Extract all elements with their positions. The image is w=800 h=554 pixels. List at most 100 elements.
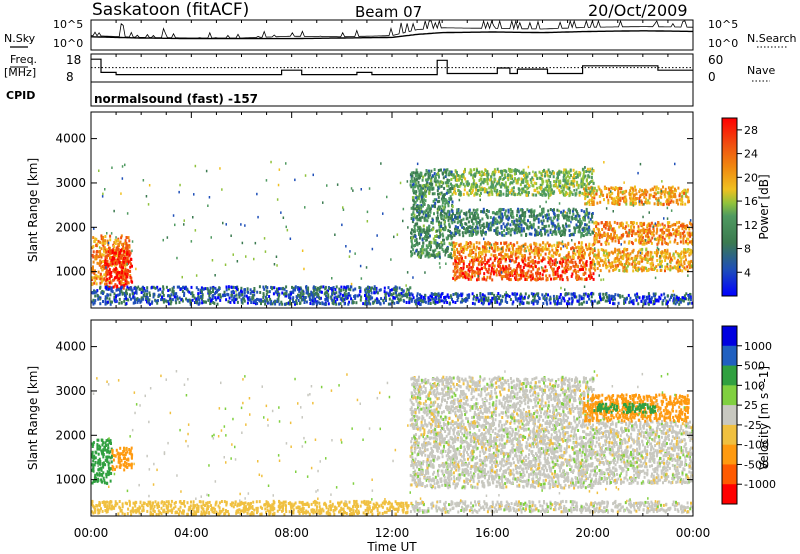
heatmap-cell [217, 293, 220, 297]
heatmap-cell [504, 267, 507, 271]
heatmap-cell [666, 294, 669, 298]
heatmap-cell [666, 252, 669, 256]
heatmap-cell [174, 292, 177, 296]
heatmap-cell [162, 293, 165, 297]
heatmap-cell [639, 248, 642, 252]
heatmap-cell [579, 249, 582, 253]
heatmap-cell [411, 242, 414, 246]
heatmap-cell [114, 238, 117, 242]
heatmap-cell [420, 228, 423, 232]
heatmap-cell [447, 218, 450, 222]
heatmap-cell [434, 241, 437, 245]
heatmap-cell [469, 241, 472, 244]
heatmap-cell [451, 247, 454, 251]
heatmap-cell [670, 233, 672, 236]
heatmap-cell [657, 203, 660, 206]
heatmap-cell [505, 294, 508, 298]
heatmap-cell [409, 173, 412, 177]
heatmap-cell [509, 278, 512, 282]
heatmap-cell [102, 253, 105, 257]
heatmap-cell [451, 235, 454, 239]
heatmap-cell [588, 274, 590, 278]
heatmap-cell [511, 181, 514, 185]
heatmap-cell [120, 282, 123, 286]
heatmap-cell [528, 294, 530, 298]
heatmap-cell [456, 265, 459, 269]
heatmap-cell [581, 191, 584, 195]
heatmap-cell [669, 200, 672, 204]
heatmap-cell [428, 185, 431, 189]
heatmap-cell [569, 189, 572, 193]
heatmap-cell [606, 254, 609, 258]
heatmap-cell [91, 300, 94, 304]
heatmap-cell [520, 276, 523, 280]
heatmap-cell [450, 178, 453, 181]
heatmap-cell [275, 291, 278, 295]
heatmap-cell [630, 300, 633, 304]
heatmap-cell [189, 299, 192, 303]
heatmap-cell [266, 299, 269, 303]
heatmap-cell [597, 252, 600, 256]
heatmap-cell [648, 196, 651, 200]
heatmap-cell [380, 297, 383, 301]
heatmap-cell [583, 277, 586, 281]
heatmap-cell [114, 298, 117, 302]
heatmap-cell [340, 288, 343, 292]
heatmap-cell [378, 288, 381, 292]
heatmap-cell [447, 295, 450, 299]
heatmap-cell [425, 244, 428, 248]
heatmap-cell [262, 285, 265, 289]
heatmap-cell [623, 297, 626, 301]
heatmap-cell [125, 277, 127, 281]
heatmap-cell [652, 188, 655, 191]
heatmap-cell [537, 260, 540, 264]
heatmap-cell [539, 243, 542, 247]
heatmap-cell [611, 295, 614, 299]
heatmap-cell [543, 257, 546, 261]
heatmap-cell [509, 267, 512, 271]
heatmap-cell [602, 253, 605, 257]
heatmap-cell [614, 257, 617, 260]
heatmap-cell [536, 251, 539, 255]
heatmap-cell [683, 253, 686, 257]
heatmap-cell [450, 173, 453, 176]
heatmap-cell [550, 172, 553, 176]
heatmap-cell [643, 240, 646, 244]
heatmap-cell [318, 288, 321, 292]
heatmap-cell [570, 180, 573, 184]
heatmap-cell [566, 300, 569, 304]
heatmap-cell [571, 272, 574, 276]
heatmap-cell [310, 290, 313, 294]
heatmap-cell [592, 202, 595, 206]
heatmap-cell [524, 247, 527, 251]
heatmap-cell [514, 177, 516, 181]
heatmap-cell [645, 266, 648, 270]
heatmap-cell [552, 294, 555, 298]
heatmap-cell [473, 183, 476, 187]
heatmap-cell [549, 257, 552, 261]
heatmap-cell [104, 298, 107, 301]
heatmap-cell [599, 295, 601, 299]
heatmap-cell [485, 190, 488, 194]
heatmap-cell [119, 289, 121, 293]
heatmap-cell [673, 240, 676, 244]
heatmap-cell [576, 249, 579, 253]
heatmap-cell [683, 226, 686, 230]
heatmap-cell [602, 263, 605, 267]
heatmap-cell [416, 218, 419, 222]
heatmap-cell [490, 190, 493, 194]
heatmap-cell [601, 297, 604, 301]
heatmap-cell [271, 286, 274, 290]
heatmap-cell [642, 302, 645, 306]
heatmap-cell [572, 269, 575, 273]
heatmap-cell [454, 271, 457, 275]
heatmap-cell [362, 302, 365, 306]
heatmap-cell [522, 274, 525, 278]
heatmap-cell [478, 241, 481, 245]
heatmap-cell [379, 288, 382, 292]
heatmap-cell [418, 197, 421, 201]
heatmap-cell [655, 185, 658, 189]
heatmap-cell [614, 250, 617, 254]
heatmap-cell [218, 286, 221, 290]
heatmap-cell [651, 267, 654, 271]
